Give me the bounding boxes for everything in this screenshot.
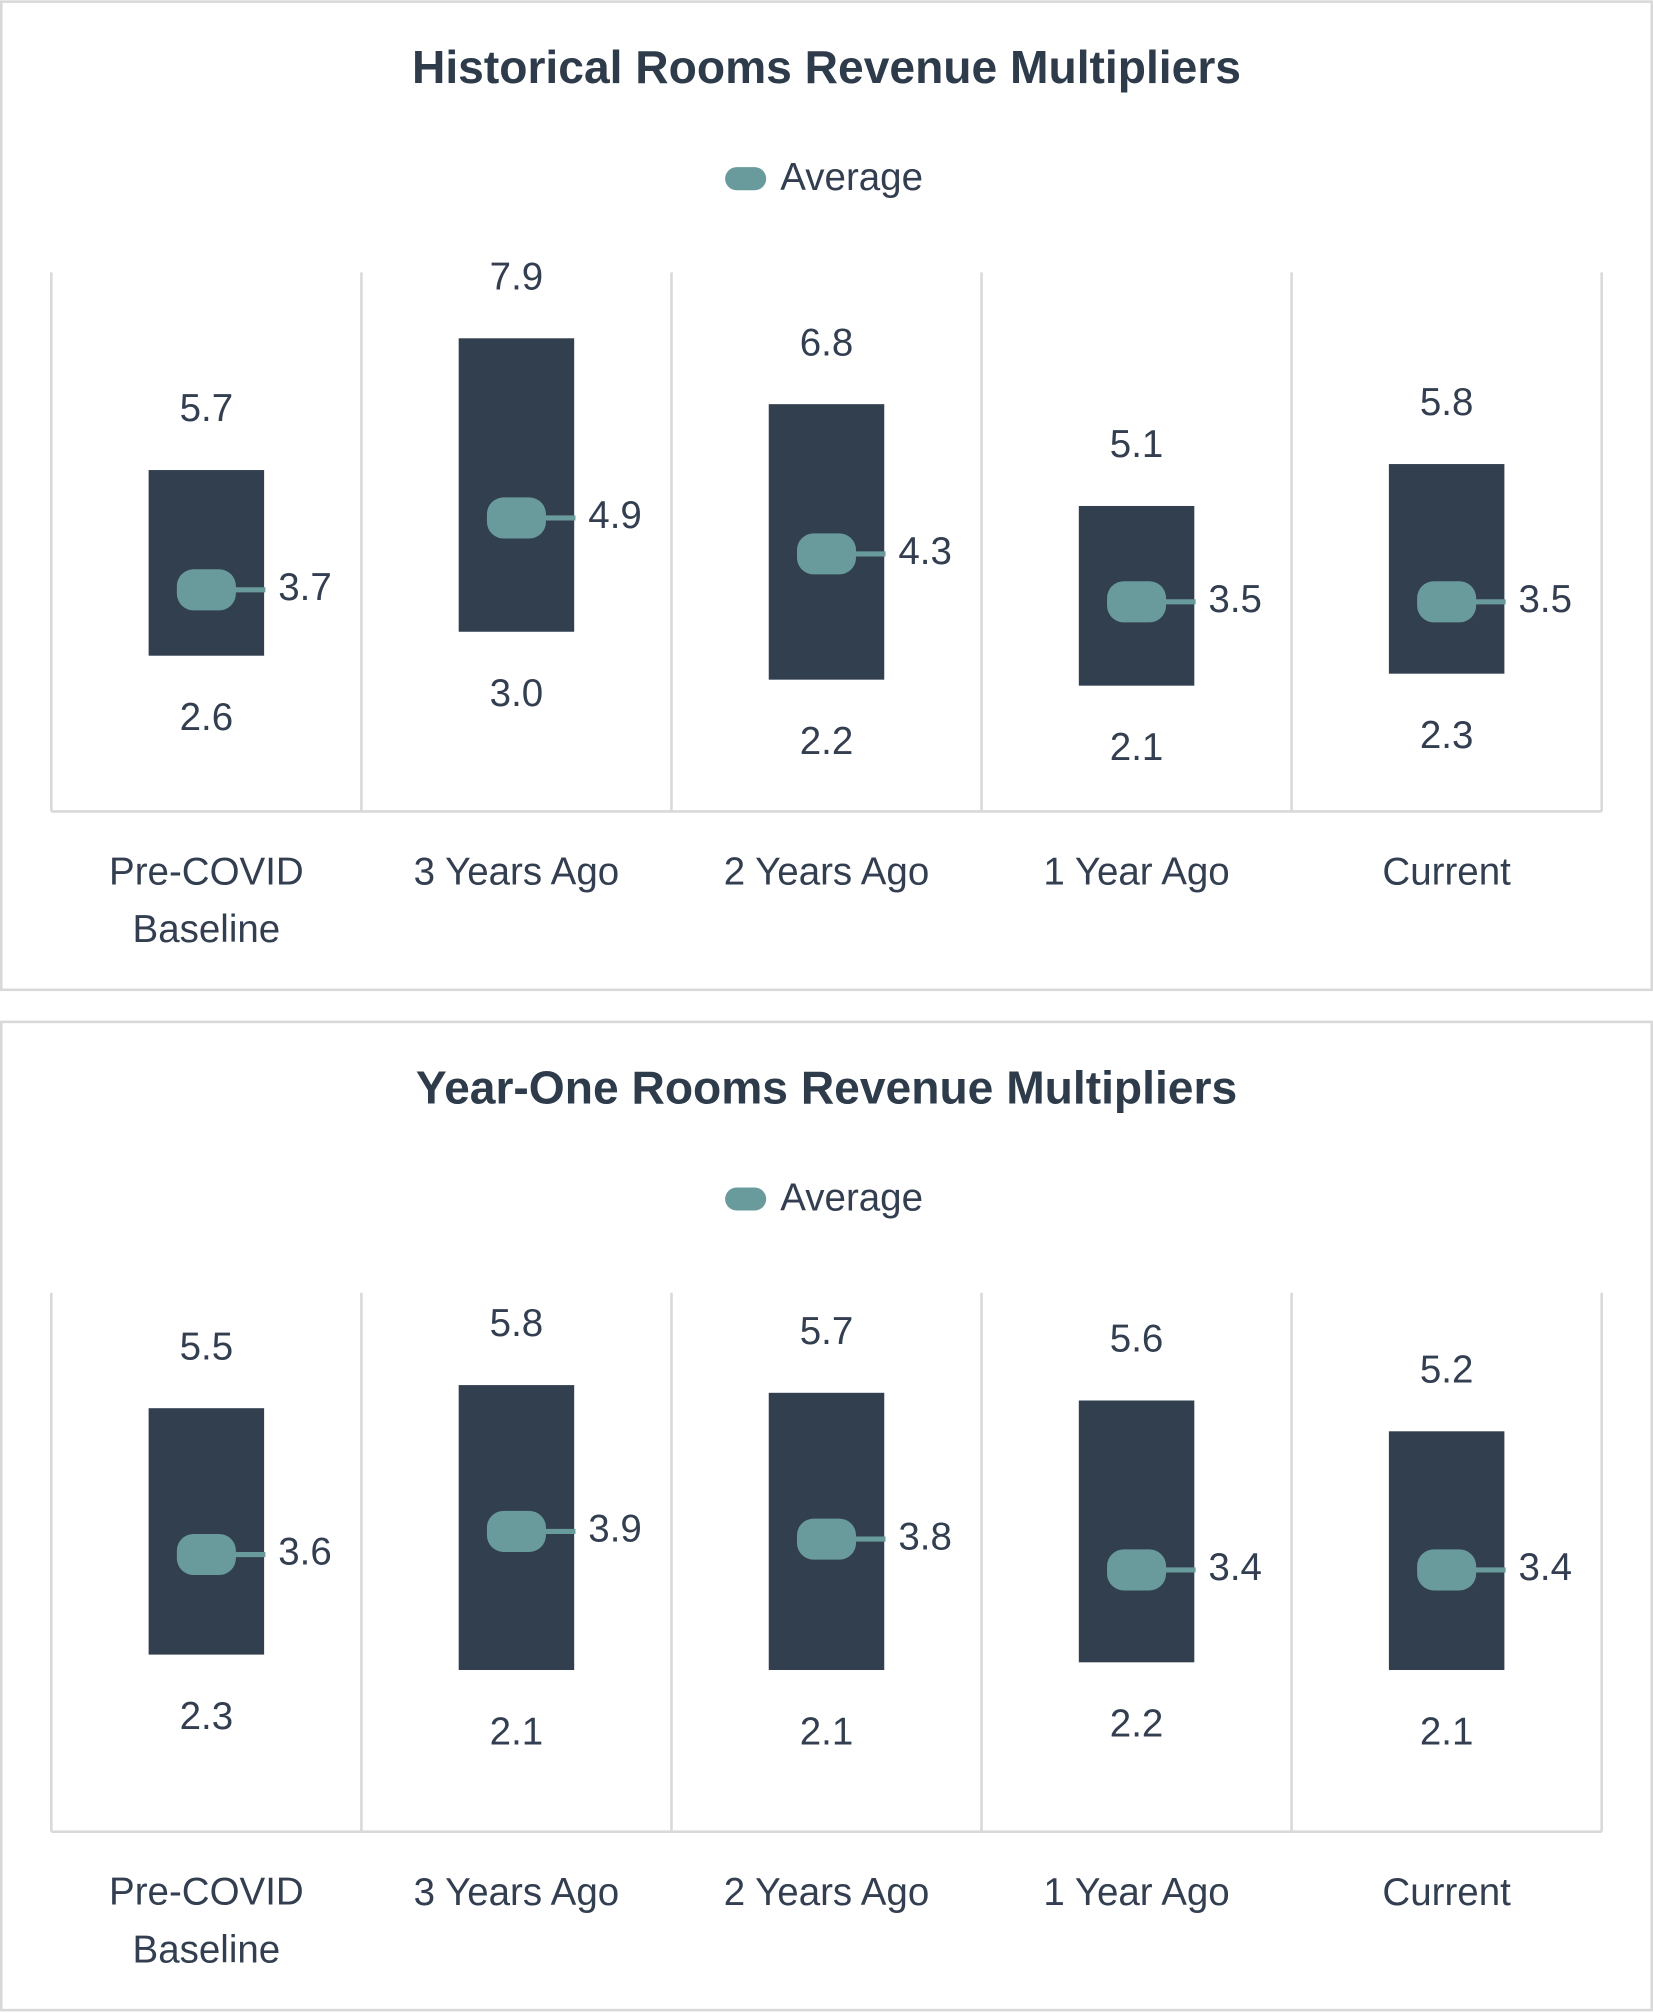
low-label: 2.2 — [1110, 1703, 1164, 1746]
average-marker — [486, 1510, 546, 1552]
average-marker — [176, 569, 236, 611]
average-label: 4.9 — [588, 494, 642, 537]
range-bar — [1078, 1400, 1195, 1663]
x-tick-label: Pre-COVID Baseline — [109, 850, 304, 951]
high-label: 6.8 — [800, 321, 854, 364]
low-label: 2.1 — [490, 1710, 544, 1753]
range-bar — [458, 338, 575, 632]
average-marker — [1107, 1549, 1167, 1591]
average-label: 3.6 — [278, 1531, 332, 1574]
average-marker — [176, 1533, 236, 1576]
range-bar — [148, 470, 265, 656]
low-label: 2.3 — [180, 1695, 234, 1738]
chart-title: Historical Rooms Revenue Multipliers — [412, 41, 1241, 93]
high-label: 5.1 — [1110, 423, 1164, 466]
x-tick-line: Pre-COVID — [109, 850, 304, 893]
range-bar — [1388, 464, 1505, 674]
high-label: 5.6 — [1110, 1318, 1164, 1361]
average-label: 3.5 — [1519, 578, 1573, 621]
high-label: 5.8 — [1420, 381, 1474, 424]
x-tick-label: 3 Years Ago — [414, 850, 620, 893]
high-label: 5.7 — [800, 1310, 854, 1353]
high-label: 5.8 — [490, 1302, 544, 1345]
legend-marker — [725, 167, 767, 191]
legend-marker — [725, 1187, 767, 1211]
low-label: 2.3 — [1420, 714, 1474, 757]
low-label: 2.2 — [800, 720, 854, 763]
average-label: 3.5 — [1208, 578, 1262, 621]
x-tick-label: 2 Years Ago — [724, 850, 930, 893]
average-marker — [486, 497, 546, 539]
x-tick-label: 1 Year Ago — [1043, 1871, 1229, 1914]
average-marker — [1107, 581, 1167, 623]
average-label: 3.4 — [1208, 1546, 1262, 1589]
x-tick-line: Baseline — [133, 1929, 281, 1972]
chart-frame — [0, 1020, 1653, 2012]
average-marker — [796, 1518, 857, 1560]
x-tick-label: 3 Years Ago — [414, 1871, 620, 1914]
average-label: 3.7 — [278, 566, 332, 609]
x-tick-line: Baseline — [133, 908, 281, 951]
average-marker — [796, 533, 857, 575]
low-label: 2.1 — [1110, 726, 1164, 769]
high-label: 5.2 — [1420, 1348, 1474, 1391]
chart-frame — [0, 0, 1653, 992]
average-label: 3.9 — [588, 1508, 642, 1551]
average-marker — [1417, 1549, 1477, 1591]
range-bar — [148, 1408, 265, 1655]
x-tick-label: Current — [1382, 850, 1511, 893]
average-label: 4.3 — [898, 530, 952, 573]
x-tick-label: Current — [1382, 1871, 1511, 1914]
chart-title: Year-One Rooms Revenue Multipliers — [416, 1061, 1237, 1113]
average-marker — [1417, 581, 1477, 623]
x-tick-label: 2 Years Ago — [724, 1871, 930, 1914]
average-label: 3.8 — [898, 1515, 952, 1558]
legend-label: Average — [780, 1176, 923, 1219]
x-tick-label: Pre-COVID Baseline — [109, 1871, 304, 1972]
low-label: 2.1 — [800, 1710, 854, 1753]
x-tick-label: 1 Year Ago — [1043, 850, 1229, 893]
high-label: 5.7 — [180, 387, 234, 430]
low-label: 2.6 — [180, 696, 234, 739]
low-label: 3.0 — [490, 672, 544, 715]
high-label: 5.5 — [180, 1325, 234, 1368]
legend-label: Average — [780, 156, 923, 199]
average-label: 3.4 — [1519, 1546, 1573, 1589]
high-label: 7.9 — [490, 255, 544, 298]
low-label: 2.1 — [1420, 1710, 1474, 1753]
x-tick-line: Pre-COVID — [109, 1871, 304, 1914]
